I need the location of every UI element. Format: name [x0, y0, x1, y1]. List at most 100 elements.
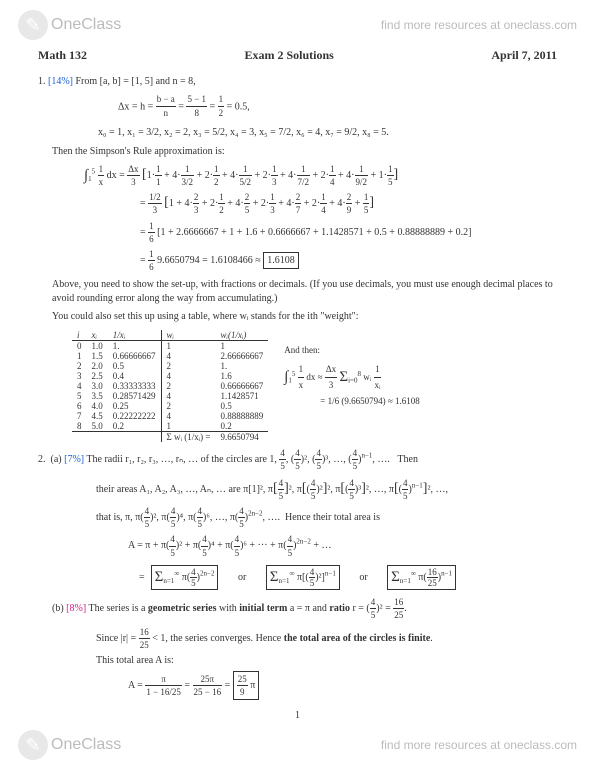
page-number: 1 — [38, 710, 557, 721]
table-cell: 3 — [72, 371, 87, 381]
table-cell: 3.0 — [87, 381, 108, 391]
table-row: 74.50.2222222240.88888889 — [72, 411, 268, 421]
q2a-pct: [7%] — [64, 454, 84, 465]
table-cell: 8 — [72, 421, 87, 432]
table-cell: 2 — [161, 401, 216, 411]
q1-note1: Above, you need to show the set-up, with… — [38, 278, 557, 305]
q2a-A: A = π + π(45)² + π(45)⁴ + π(45)⁶ + ··· +… — [128, 533, 557, 558]
table-cell: 2 — [161, 381, 216, 391]
table-cell: 4 — [161, 391, 216, 401]
q2b-total-label: This total area A is: — [38, 654, 557, 668]
table-cell: 1.0 — [87, 340, 108, 351]
table-cell: 1 — [72, 351, 87, 361]
q2a-box1: Σn=1∞ π(45)2n−2 — [151, 565, 219, 590]
q2b-since: Since |r| = 1625 < 1, the series converg… — [38, 626, 557, 651]
brand-logo: ✎ OneClass — [18, 10, 121, 40]
table-cell: 0.2 — [216, 421, 269, 432]
logo-icon: ✎ — [18, 10, 48, 40]
tagline-top: find more resources at oneclass.com — [381, 18, 577, 32]
q2a-boxes: = Σn=1∞ π(45)2n−2 or Σn=1∞ π[(45)²]n−1 o… — [38, 565, 557, 590]
table-cell: 5.0 — [87, 421, 108, 432]
course-code: Math 132 — [38, 48, 87, 63]
table-cell: 0.4 — [108, 371, 161, 381]
table-cell: 3.5 — [87, 391, 108, 401]
table-cell: 1 — [161, 421, 216, 432]
q1-simpson-label: Then the Simpson's Rule approximation is… — [38, 145, 557, 159]
table-cell: 5 — [72, 391, 87, 401]
q2a-areas2: that is, π, π(45)², π(45)⁴, π(45)⁶, …, π… — [38, 505, 557, 530]
tagline-bot: find more resources at oneclass.com — [381, 738, 577, 752]
sum-label: Σ wᵢ (1/xᵢ) = — [161, 431, 216, 442]
table-cell: 0.22222222 — [108, 411, 161, 421]
simpson-table: ixᵢ1/xᵢwᵢwᵢ(1/xᵢ) 01.01.1111.50.66666667… — [72, 330, 268, 442]
table-cell: 4 — [72, 381, 87, 391]
doc-title: Exam 2 Solutions — [244, 48, 333, 63]
brand-text: OneClass — [51, 16, 121, 34]
q1-table-area: ixᵢ1/xᵢwᵢwᵢ(1/xᵢ) 01.01.1111.50.66666667… — [72, 327, 557, 442]
table-header: 1/xᵢ — [108, 330, 161, 341]
table-cell: 0.28571429 — [108, 391, 161, 401]
q1-dx: Δx = h = b − an = 5 − 18 = 12 = 0.5, — [118, 93, 557, 121]
table-cell: 7 — [72, 411, 87, 421]
q2b-eq: A = π1 − 16/25 = 25π25 − 16 = 259 π — [128, 671, 557, 700]
table-cell: 1 — [161, 340, 216, 351]
table-cell: 4 — [161, 411, 216, 421]
or1: or — [238, 572, 246, 583]
doc-date: April 7, 2011 — [491, 48, 557, 63]
table-cell: 1. — [108, 340, 161, 351]
q2a-areas1: their areas A₁, A₂, A₃, …, Aₙ, … are π[1… — [38, 477, 557, 502]
watermark-header: ✎ OneClass find more resources at onecla… — [0, 4, 595, 46]
q2a-box2: Σn=1∞ π[(45)²]n−1 — [266, 565, 340, 590]
table-cell: 4 — [161, 351, 216, 361]
doc-header: Math 132 Exam 2 Solutions April 7, 2011 — [38, 48, 557, 63]
table-cell: 2.0 — [87, 361, 108, 371]
table-cell: 2.5 — [87, 371, 108, 381]
table-cell: 0.33333333 — [108, 381, 161, 391]
q1-eq-c: = 16 [1 + 2.6666667 + 1 + 1.6 + 0.666666… — [140, 220, 557, 245]
table-row: 11.50.6666666742.66666667 — [72, 351, 268, 361]
logo-icon-bot: ✎ — [18, 730, 48, 760]
q2b-pct: [8%] — [66, 603, 86, 614]
table-cell: 0.25 — [108, 401, 161, 411]
q2a: 2. (a) [7%] The radii r₁, r₂, r₃, …, rₙ,… — [38, 447, 557, 472]
table-cell: 0.5 — [108, 361, 161, 371]
table-cell: 2 — [161, 361, 216, 371]
table-row: 85.00.210.2 — [72, 421, 268, 432]
table-row: 43.00.3333333320.66666667 — [72, 381, 268, 391]
table-row: 01.01.11 — [72, 340, 268, 351]
table-header: wᵢ — [161, 330, 216, 341]
q2b-box: 259 π — [233, 671, 260, 700]
table-header: xᵢ — [87, 330, 108, 341]
side-equation: And then: ∫15 1x dx ≈ Δx3 Σi=08 wᵢ 1xᵢ =… — [284, 343, 420, 409]
q1-eq-d: = 16 9.6650794 = 1.6108466 ≈ 1.6108 — [140, 248, 557, 273]
document-body: Math 132 Exam 2 Solutions April 7, 2011 … — [0, 0, 595, 771]
table-header: i — [72, 330, 87, 341]
q1-note2: You could also set this up using a table… — [38, 310, 557, 324]
table-cell: 1.5 — [87, 351, 108, 361]
table-cell: 1.6 — [216, 371, 269, 381]
watermark-footer: ✎ OneClass find more resources at onecla… — [0, 724, 595, 766]
table-row: 53.50.2857142941.1428571 — [72, 391, 268, 401]
table-cell: 1.1428571 — [216, 391, 269, 401]
q2b: (b) [8%] The series is a geometric serie… — [38, 596, 557, 621]
table-cell: 1. — [216, 361, 269, 371]
table-cell: 0.88888889 — [216, 411, 269, 421]
q1-answer-box: 1.6108 — [263, 252, 299, 270]
table-cell: 1 — [216, 340, 269, 351]
q1-eq-a: ∫15 1x dx = Δx3 [1·11 + 4·13/2 + 2·12 + … — [84, 163, 557, 188]
table-cell: 4.5 — [87, 411, 108, 421]
table-cell: 0.66666667 — [108, 351, 161, 361]
side-eq2: = 1/6 (9.6650794) ≈ 1.6108 — [320, 394, 420, 409]
table-cell: 2 — [72, 361, 87, 371]
table-row: 32.50.441.6 — [72, 371, 268, 381]
table-cell: 6 — [72, 401, 87, 411]
q1-pct: [14%] — [48, 76, 73, 87]
table-cell: 0.5 — [216, 401, 269, 411]
q1-xs: x₀ = 1, x₁ = 3/2, x₂ = 2, x₃ = 5/2, x₄ =… — [98, 125, 557, 140]
q2a-box3: Σn=1∞ π(1625)n−1 — [387, 565, 456, 590]
table-header: wᵢ(1/xᵢ) — [216, 330, 269, 341]
or2: or — [359, 572, 367, 583]
sum-val: 9.6650794 — [216, 431, 269, 442]
brand-text-bot: OneClass — [51, 736, 121, 754]
table-cell: 4 — [161, 371, 216, 381]
